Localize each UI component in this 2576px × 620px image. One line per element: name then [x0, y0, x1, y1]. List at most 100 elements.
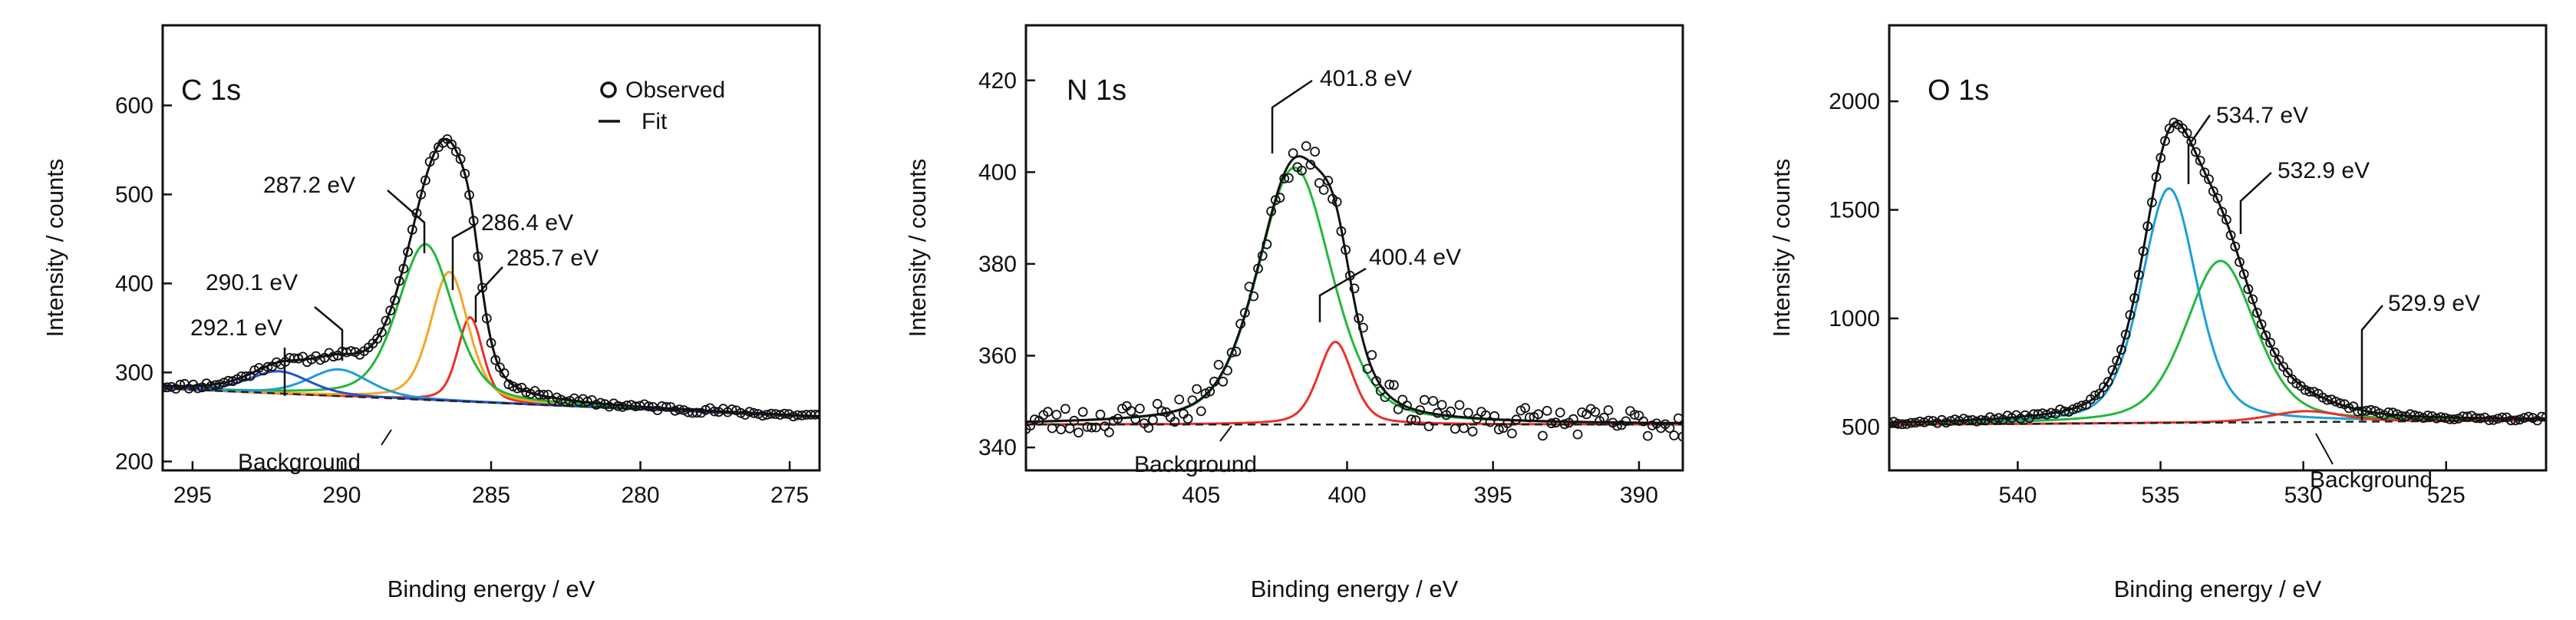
c1s-observed-point: [381, 315, 391, 326]
c1s-observed-point: [421, 175, 430, 186]
c1s-observed-point: [416, 190, 427, 200]
n1s-observed-point: [1402, 401, 1412, 411]
c1s-observed-point: [372, 334, 383, 344]
c1s-legend-fit-label: Fit: [642, 109, 668, 134]
c1s-observed-point: [512, 383, 523, 394]
o1s-background-line: [1889, 419, 2546, 426]
o1s-observed-point: [2094, 388, 2105, 399]
o1s-observed-point: [2269, 347, 2280, 358]
o1s-observed-point: [2383, 407, 2394, 417]
c1s-x-tick-label: 290: [322, 483, 361, 508]
o1s-observed-point: [2489, 415, 2498, 425]
n1s-observed-point: [1135, 404, 1145, 414]
c1s-observed-point: [814, 409, 820, 420]
n1s-observed-point: [1577, 407, 1588, 417]
n1s-x-tick-label: 395: [1474, 483, 1512, 508]
n1s-x-tick-label: 400: [1328, 483, 1366, 508]
n1s-observed-point: [1310, 147, 1320, 157]
n1s-observed-point: [1051, 410, 1062, 420]
o1s-leader-background: [2315, 433, 2334, 465]
o1s-x-tick-label: 530: [2284, 483, 2323, 508]
n1s-observed-point: [1239, 308, 1250, 318]
o1s-observed-point: [2392, 409, 2403, 420]
n1s-observed-point: [1621, 416, 1631, 427]
panel-c1s: 295 290 285 280 275 200 300 400 500 600 C 1s Obse…: [41, 24, 821, 602]
c1s-observed-point: [293, 353, 304, 364]
n1s-observed-point: [1463, 407, 1473, 418]
c1s-series-group: [163, 134, 820, 422]
o1s-observed-point: [2142, 221, 2153, 232]
n1s-y-tick-label: 360: [978, 344, 1017, 369]
c1s-annotation-285-7: 285.7 eV: [506, 246, 599, 271]
o1s-observed-point: [2076, 401, 2087, 411]
n1s-y-tick-label: 380: [978, 252, 1017, 277]
o1s-observed-point: [2387, 407, 2398, 418]
n1s-fit-line: [1026, 155, 1683, 424]
n1s-observed-point: [1397, 394, 1408, 405]
n1s-observed-point: [1467, 426, 1478, 437]
o1s-observed-point: [2261, 330, 2271, 341]
o1s-observed-point: [2248, 294, 2258, 305]
n1s-observed-point: [1257, 250, 1268, 261]
c1s-observed-point: [407, 224, 417, 235]
n1s-observed-point: [1187, 395, 1198, 405]
n1s-observed-point: [1393, 404, 1403, 414]
c1s-observed-point: [477, 282, 487, 293]
o1s-observed-point: [2195, 155, 2205, 166]
n1s-observed-point: [1603, 405, 1614, 415]
o1s-observed-point: [1994, 413, 2004, 424]
o1s-x-tick-label: 540: [1998, 483, 2037, 508]
n1s-observed-point: [1507, 428, 1517, 439]
o1s-observed-point: [2436, 412, 2446, 423]
n1s-y-tick-label: 400: [978, 160, 1017, 185]
n1s-observed-point: [1253, 263, 1263, 274]
n1s-observed-point: [1030, 414, 1040, 425]
c1s-observed-point: [385, 305, 396, 316]
o1s-observed-point: [2155, 153, 2166, 163]
n1s-observed-point: [1664, 423, 1675, 434]
n1s-observed-point: [1433, 407, 1443, 418]
n1s-observed-point: [1419, 394, 1430, 405]
c1s-x-tick-label: 285: [472, 483, 510, 508]
o1s-annotation-534-7: 534.7 eV: [2216, 103, 2308, 128]
n1s-observed-point: [1231, 346, 1242, 357]
n1s-observed-point: [1235, 318, 1245, 329]
n1s-observed-point: [1415, 405, 1425, 415]
n1s-observed-point: [1323, 176, 1334, 186]
n1s-observed-point: [1450, 424, 1460, 434]
c1s-annotation-background: Background: [238, 450, 361, 475]
n1s-observed-point: [1331, 196, 1342, 207]
n1s-observed-point: [1423, 421, 1434, 431]
c1s-leader-285-7: [474, 266, 503, 322]
n1s-observed-point: [1546, 418, 1557, 429]
o1s-observed-point: [2059, 406, 2070, 417]
n1s-observed-point: [1318, 185, 1329, 195]
n1s-observed-point: [1493, 424, 1504, 435]
n1s-observed-point: [1559, 419, 1570, 430]
o1s-ticks: 540 535 530 525 500 1000 1500 2000: [1829, 89, 2466, 508]
c1s-observed-point: [394, 275, 404, 286]
o1s-observed-point: [2182, 128, 2192, 139]
o1s-annotation-532-9: 532.9 eV: [2278, 158, 2370, 183]
o1s-observed-point: [2120, 329, 2131, 340]
c1s-observed-point: [455, 153, 466, 164]
c1s-observed-point: [539, 390, 549, 400]
n1s-observed-point: [1266, 206, 1276, 216]
n1s-y-tick-label: 420: [978, 68, 1017, 94]
o1s-observed-point: [2304, 386, 2315, 397]
n1s-observed-point: [1384, 379, 1395, 390]
o1s-leader-529-9: [2360, 305, 2383, 420]
c1s-observed-point: [390, 295, 400, 305]
n1s-observed-point: [1069, 415, 1080, 426]
n1s-observed-point: [1174, 394, 1185, 404]
o1s-observed-point: [2274, 355, 2284, 365]
n1s-observed-point: [1568, 414, 1578, 424]
o1s-observed-point: [2541, 412, 2546, 422]
c1s-observed-point: [214, 379, 225, 390]
n1s-observed-point: [1669, 430, 1680, 440]
o1s-observed-point: [2309, 387, 2319, 397]
c1s-observed-point: [499, 368, 510, 378]
n1s-observed-point: [1043, 407, 1053, 417]
o1s-observed-point: [1976, 415, 1987, 425]
n1s-observed-point: [1367, 350, 1377, 361]
